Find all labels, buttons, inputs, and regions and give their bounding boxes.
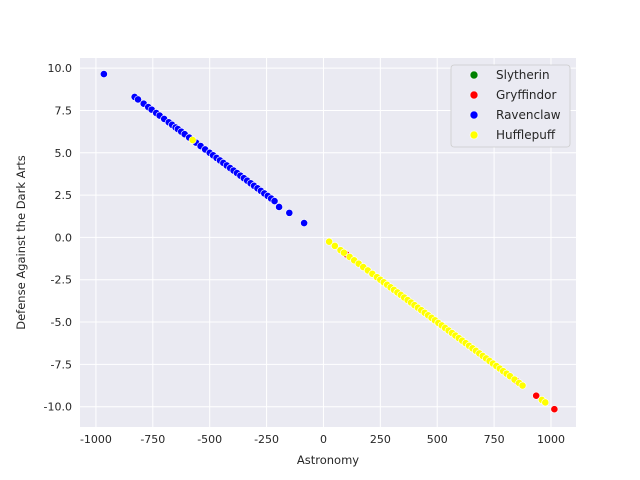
data-point-hufflepuff [518, 381, 527, 390]
y-tick-label: -5.0 [51, 316, 72, 329]
data-point-hufflepuff [325, 237, 334, 246]
legend-box [450, 64, 571, 148]
data-point-ravenclaw [134, 95, 142, 104]
y-tick-label: -10.0 [44, 401, 72, 414]
x-tick-label: -250 [254, 433, 279, 446]
y-tick-label: 0.0 [55, 231, 73, 244]
data-point-ravenclaw [285, 208, 294, 217]
legend-label: Ravenclaw [496, 108, 561, 122]
legend-label: Gryffindor [496, 88, 557, 102]
series-ravenclaw [99, 70, 309, 227]
legend-marker [469, 90, 479, 100]
x-tick-label: 1000 [537, 433, 565, 446]
data-point-gryffindor [532, 391, 541, 400]
data-point-ravenclaw [270, 197, 279, 205]
legend-marker [469, 130, 479, 140]
y-tick-label: 2.5 [55, 189, 73, 202]
legend-label: Hufflepuff [496, 128, 556, 142]
x-tick-label: -1000 [80, 433, 112, 446]
x-tick-labels: -1000 -750 -500 -250 0 250 500 750 1000 [80, 433, 565, 446]
legend-entry-gryffindor: Gryffindor [469, 88, 557, 102]
y-tick-label: 7.5 [55, 104, 73, 117]
x-tick-label: -750 [140, 433, 165, 446]
legend-marker [469, 110, 479, 120]
data-point-hufflepuff [541, 398, 550, 407]
x-axis-label: Astronomy [297, 453, 359, 467]
data-point-hufflepuff [188, 136, 197, 144]
x-tick-label: 500 [427, 433, 448, 446]
data-point-hufflepuff [340, 248, 348, 257]
y-tick-label: -7.5 [51, 358, 72, 371]
data-point-ravenclaw [99, 70, 108, 78]
legend-entry-ravenclaw: Ravenclaw [469, 108, 561, 122]
y-axis-label: Defense Against the Dark Arts [14, 155, 28, 330]
x-tick-label: 0 [320, 433, 327, 446]
series-hufflepuff [188, 136, 550, 407]
legend-entry-slytherin: Slytherin [469, 68, 550, 82]
y-tick-label: 10.0 [48, 62, 73, 75]
data-points [99, 70, 559, 414]
data-point-gryffindor [550, 405, 559, 414]
data-point-hufflepuff [330, 241, 339, 250]
x-tick-label: 250 [370, 433, 391, 446]
legend-entry-hufflepuff: Hufflepuff [469, 128, 556, 142]
legend-marker [469, 70, 479, 80]
y-tick-label: 5.0 [55, 147, 73, 160]
x-tick-label: 750 [484, 433, 505, 446]
legend: Slytherin Gryffindor Ravenclaw Hufflepuff [450, 64, 571, 148]
data-point-ravenclaw [275, 203, 283, 211]
y-tick-label: -2.5 [51, 274, 72, 287]
x-tick-label: -500 [197, 433, 222, 446]
legend-label: Slytherin [496, 68, 550, 82]
y-tick-labels: -10.0 -7.5 -5.0 -2.5 0.0 2.5 5.0 7.5 10.0 [44, 62, 72, 414]
data-point-ravenclaw [300, 219, 309, 227]
